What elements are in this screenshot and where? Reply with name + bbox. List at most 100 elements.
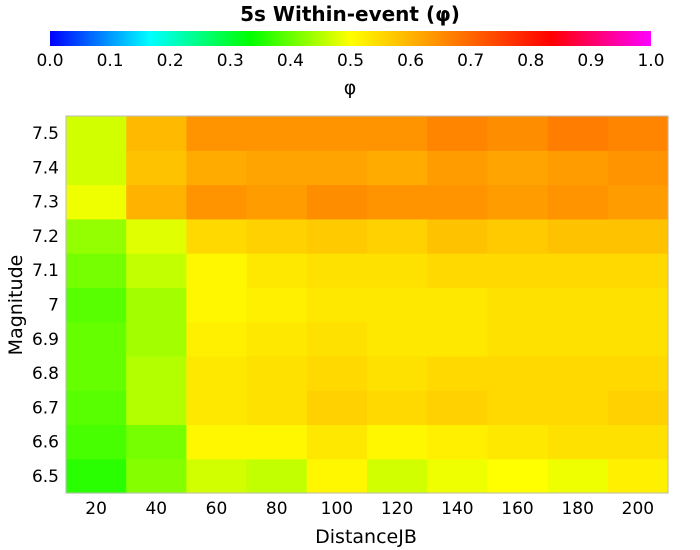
- colorbar-tick-labels: 0.0 0.1 0.2 0.3 0.4 0.5 0.6 0.7 0.8 0.9 1.0: [36, 51, 664, 71]
- x-tick-label: 140: [441, 499, 473, 519]
- heatmap-cell: [246, 150, 308, 186]
- heatmap-cell: [547, 287, 609, 323]
- heatmap-cell: [547, 184, 609, 220]
- heatmap-cell: [246, 390, 308, 426]
- heatmap-cell: [66, 150, 127, 186]
- x-tick-label: 100: [321, 499, 353, 519]
- heatmap-cell: [487, 287, 549, 323]
- heatmap-cell: [607, 218, 669, 254]
- heatmap-cell: [186, 116, 248, 151]
- heatmap-cell: [306, 150, 368, 186]
- heatmap-cell: [487, 218, 549, 254]
- heatmap-cell: [186, 287, 248, 323]
- heatmap-cell: [66, 390, 127, 426]
- heatmap-cell: [126, 458, 187, 494]
- heatmap-cell: [367, 287, 428, 323]
- heatmap-cell: [547, 150, 609, 186]
- heatmap-cell: [126, 287, 187, 323]
- heatmap-cell: [607, 253, 669, 288]
- x-tick-label: 180: [561, 499, 593, 519]
- heatmap-cell: [547, 116, 609, 151]
- colorbar-tick-label: 0.7: [457, 51, 484, 71]
- heatmap-cell: [306, 321, 368, 357]
- heatmap-cells: [66, 116, 669, 494]
- heatmap-cell: [306, 458, 368, 494]
- heatmap-cell: [186, 184, 248, 220]
- heatmap-cell: [367, 424, 428, 460]
- heatmap-cell: [487, 355, 549, 391]
- y-tick-label: 6.7: [32, 398, 59, 418]
- heatmap-cell: [126, 150, 187, 186]
- heatmap-cell: [487, 253, 549, 288]
- heatmap-cell: [427, 321, 488, 357]
- heatmap-cell: [367, 184, 428, 220]
- heatmap-cell: [306, 253, 368, 288]
- chart-title: 5s Within-event (φ): [240, 2, 460, 26]
- heatmap-cell: [547, 321, 609, 357]
- heatmap-cell: [66, 355, 127, 391]
- y-tick-label: 7.5: [32, 124, 59, 144]
- heatmap-cell: [66, 458, 127, 494]
- heatmap-cell: [547, 424, 609, 460]
- x-tick-label: 40: [145, 499, 167, 519]
- colorbar-tick-label: 0.6: [397, 51, 424, 71]
- heatmap-cell: [607, 458, 669, 494]
- colorbar-tick-label: 0.0: [36, 51, 63, 71]
- heatmap-cell: [607, 321, 669, 357]
- heatmap-cell: [126, 116, 187, 151]
- x-tick-label: 80: [266, 499, 288, 519]
- heatmap-cell: [607, 116, 669, 151]
- heatmap-cell: [367, 150, 428, 186]
- heatmap-cell: [66, 253, 127, 288]
- heatmap-cell: [487, 184, 549, 220]
- heatmap-cell: [126, 355, 187, 391]
- heatmap-cell: [607, 184, 669, 220]
- colorbar-tick-label: 0.2: [157, 51, 184, 71]
- heatmap-cell: [66, 321, 127, 357]
- heatmap-cell: [126, 390, 187, 426]
- colorbar-label: φ: [344, 77, 357, 99]
- heatmap-cell: [487, 458, 549, 494]
- heatmap-cell: [66, 424, 127, 460]
- x-axis-label: DistanceJB: [315, 526, 417, 548]
- y-tick-label: 6.5: [32, 467, 59, 487]
- heatmap-cell: [367, 458, 428, 494]
- heatmap-cell: [487, 116, 549, 151]
- heatmap-cell: [547, 458, 609, 494]
- heatmap-cell: [306, 218, 368, 254]
- colorbar-tick-label: 0.5: [337, 51, 364, 71]
- heatmap-cell: [246, 218, 308, 254]
- heatmap-cell: [427, 218, 488, 254]
- x-tick-labels: 20 40 60 80 100 120 140 160 180 200: [85, 499, 654, 519]
- y-tick-label: 7.4: [32, 158, 59, 178]
- heatmap-cell: [306, 184, 368, 220]
- heatmap-cell: [547, 355, 609, 391]
- heatmap-cell: [487, 424, 549, 460]
- colorbar-tick-label: 0.9: [577, 51, 604, 71]
- heatmap-cell: [427, 287, 488, 323]
- heatmap-cell: [126, 253, 187, 288]
- y-tick-label: 6.8: [32, 364, 59, 384]
- heatmap-cell: [607, 424, 669, 460]
- y-tick-labels: 6.5 6.6 6.7 6.8 6.9 7 7.1 7.2 7.3 7.4 7.5: [32, 124, 59, 487]
- colorbar-tick-label: 0.8: [517, 51, 544, 71]
- heatmap-cell: [186, 355, 248, 391]
- heatmap-cell: [246, 184, 308, 220]
- heatmap-cell: [186, 424, 248, 460]
- heatmap-cell: [246, 116, 308, 151]
- heatmap-cell: [66, 218, 127, 254]
- heatmap-cell: [547, 218, 609, 254]
- heatmap-cell: [186, 218, 248, 254]
- heatmap-cell: [246, 287, 308, 323]
- heatmap-cell: [427, 150, 488, 186]
- heatmap-cell: [186, 458, 248, 494]
- heatmap-cell: [547, 390, 609, 426]
- colorbar-tick-label: 0.4: [277, 51, 304, 71]
- heatmap-cell: [607, 150, 669, 186]
- heatmap-cell: [126, 218, 187, 254]
- y-tick-label: 6.6: [32, 433, 59, 453]
- heatmap-cell: [186, 150, 248, 186]
- heatmap-cell: [547, 253, 609, 288]
- heatmap-cell: [306, 355, 368, 391]
- heatmap-cell: [66, 184, 127, 220]
